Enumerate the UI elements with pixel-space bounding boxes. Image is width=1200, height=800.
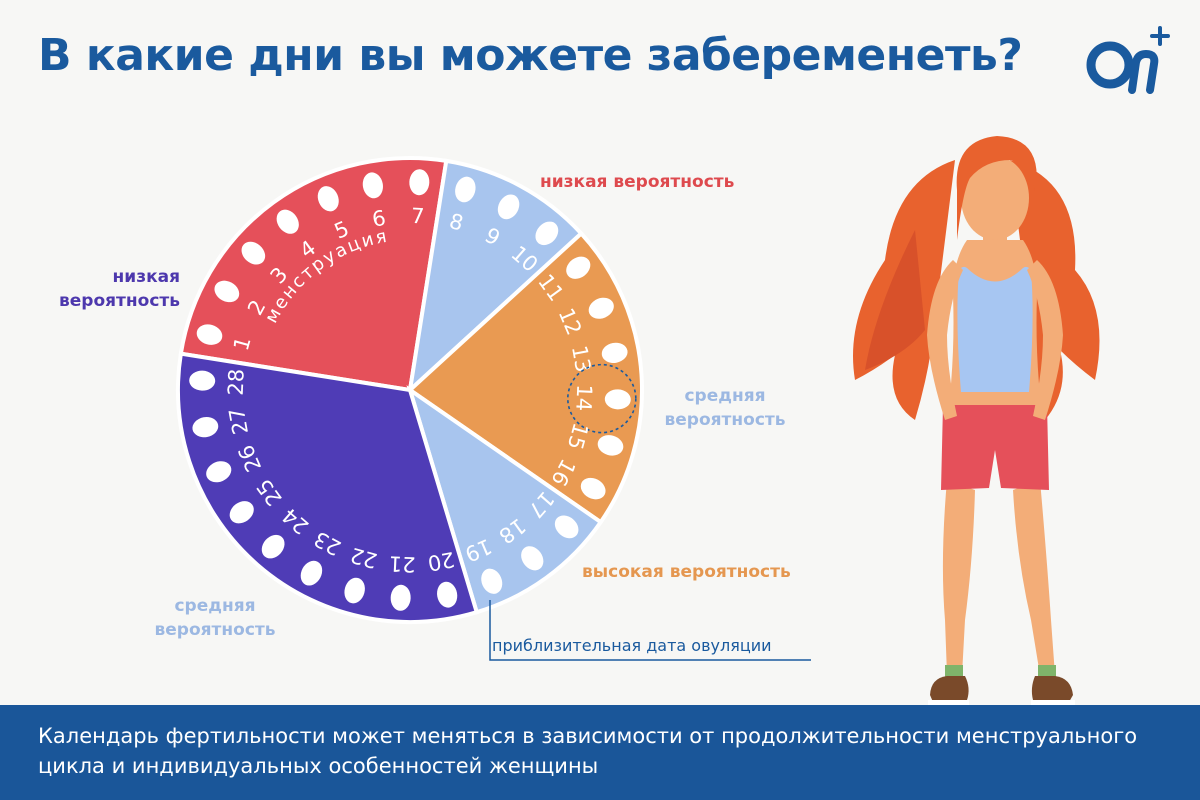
day-number-14: 14 <box>571 384 596 412</box>
day-pill-5 <box>317 186 339 212</box>
footer-text: Календарь фертильности может меняться в … <box>38 724 1138 778</box>
day-pill-9 <box>497 194 520 220</box>
day-number-1: 1 <box>229 334 256 353</box>
day-pill-2 <box>214 280 240 303</box>
phase-sector-3 <box>406 230 644 525</box>
mid-top-line-2: вероятность <box>664 410 786 430</box>
day-pill-13 <box>601 342 628 363</box>
ovulation-pointer <box>489 600 811 661</box>
day-pill-26 <box>206 461 232 483</box>
day-pill-12 <box>588 297 614 319</box>
phase-sector-4 <box>406 385 604 615</box>
day-pill-1 <box>196 324 223 345</box>
day-pill-10 <box>535 221 559 246</box>
day-number-13: 13 <box>567 344 595 375</box>
day-number-6: 6 <box>370 206 387 232</box>
high-probability-label: высокая вероятность <box>582 562 791 582</box>
late-low-line-1: низкая <box>112 267 180 287</box>
day-number-27: 27 <box>225 406 253 437</box>
day-number-21: 21 <box>388 551 416 576</box>
day-pill-14 <box>604 389 631 410</box>
day-pill-6 <box>362 172 383 199</box>
phase-sector-2 <box>407 158 585 396</box>
day-pill-17 <box>554 515 579 539</box>
day-pill-22 <box>344 577 365 604</box>
logo-icon <box>1086 26 1170 94</box>
phase-sector-5 <box>176 351 480 624</box>
day-pill-20 <box>437 581 458 608</box>
mid-top-probability-label: средняя вероятность <box>658 384 792 432</box>
day-pill-19 <box>481 568 503 594</box>
phase-sector-1 <box>178 156 449 393</box>
woman-illustration <box>853 136 1100 708</box>
day-pill-18 <box>521 546 544 571</box>
ovulation-label: приблизительная дата овуляции <box>492 636 772 655</box>
day-pill-15 <box>597 435 624 456</box>
day-number-8: 8 <box>447 209 466 236</box>
page-title: В какие дни вы можете забеременеть? <box>38 30 1023 81</box>
day-pill-16 <box>580 477 606 500</box>
day-pill-23 <box>300 560 323 586</box>
day-pill-3 <box>241 241 266 265</box>
mid-top-line-1: средняя <box>684 386 766 406</box>
late-low-line-2: вероятность <box>58 291 180 311</box>
menstruation-probability-label: низкая вероятность <box>540 172 735 192</box>
late-low-probability-label: низкая вероятность <box>55 265 180 313</box>
mid-bottom-line-1: средняя <box>174 596 256 616</box>
day-number-7: 7 <box>411 204 425 229</box>
mid-bottom-line-2: вероятность <box>154 620 276 640</box>
day-pill-28 <box>189 370 216 391</box>
day-pill-11 <box>566 256 591 279</box>
day-pill-7 <box>409 169 430 196</box>
day-pill-25 <box>229 501 254 524</box>
mid-bottom-probability-label: средняя вероятность <box>148 594 282 642</box>
day-number-28: 28 <box>224 368 249 396</box>
day-pill-24 <box>261 534 285 559</box>
day-pill-8 <box>455 176 476 203</box>
footer-bar <box>0 705 1200 800</box>
day-pill-27 <box>192 417 219 438</box>
day-pill-4 <box>276 209 299 234</box>
day-pill-21 <box>390 584 411 611</box>
day-number-20: 20 <box>426 547 457 575</box>
